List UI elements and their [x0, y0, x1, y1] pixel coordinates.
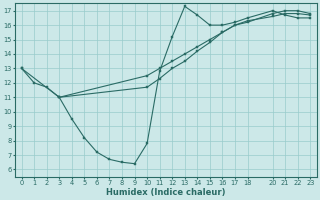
X-axis label: Humidex (Indice chaleur): Humidex (Indice chaleur)	[106, 188, 226, 197]
